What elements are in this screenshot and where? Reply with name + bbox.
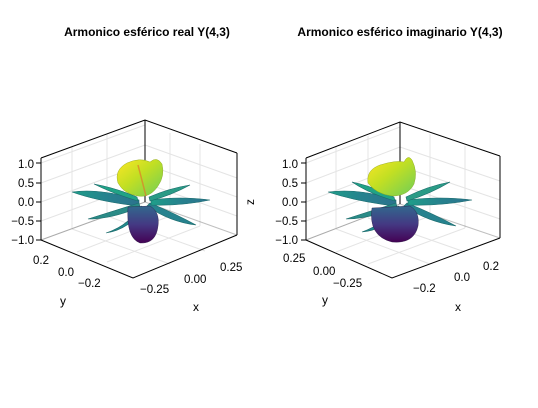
- petal-real-6: [148, 184, 191, 202]
- z-tick-label: −0.5: [275, 216, 298, 228]
- z-tick-label: 0.0: [282, 197, 298, 209]
- chart-real-z-ticks: 1.0 0.5 0.0 −0.5 −1.0: [11, 159, 41, 247]
- chart-imag-y-ticks: 0.25 0.00 −0.25 y: [283, 253, 362, 307]
- lobe-imag-bottom: [371, 205, 419, 243]
- y-tick-label: 0.25: [283, 253, 305, 265]
- chart-imag-title: Armonico esférico imaginario Y(4,3): [297, 25, 502, 39]
- chart-imag-z-ticks: 1.0 0.5 0.0 −0.5 −1.0 z: [243, 159, 306, 247]
- z-tick-label: 0.5: [18, 178, 34, 190]
- petal-imag-1: [327, 190, 397, 207]
- z-tick-label: 0.5: [282, 178, 298, 190]
- x-tick-label: 0.00: [184, 274, 206, 286]
- chart-real: Armonico esférico real Y(4,3): [11, 25, 242, 314]
- chart-real-y-ticks: 0.2 0.0 −0.2 y: [33, 255, 101, 308]
- y-axis-label: y: [322, 293, 328, 307]
- chart-real-surface: [71, 159, 211, 244]
- petal-real-5: [150, 197, 211, 206]
- z-tick-label: −1.0: [11, 235, 34, 247]
- petal-imag-5: [407, 197, 473, 206]
- y-tick-label: −0.2: [78, 278, 101, 290]
- lobe-imag-top: [367, 157, 416, 197]
- y-axis-label: y: [60, 294, 66, 308]
- chart-imag-x-ticks: 0.2 0.0 −0.2 x: [413, 261, 499, 314]
- petal-real-4: [146, 202, 197, 226]
- petal-imag-4: [403, 202, 457, 227]
- chart-imag-gridlines: [305, 126, 501, 265]
- z-tick-label: 1.0: [18, 159, 34, 171]
- chart-imag-frame: [305, 121, 501, 279]
- chart-real-title: Armonico esférico real Y(4,3): [64, 25, 230, 39]
- z-axis-label: z: [243, 199, 257, 205]
- x-axis-label: x: [455, 300, 461, 314]
- x-tick-label: −0.25: [140, 284, 169, 296]
- petal-real-7: [93, 183, 139, 202]
- z-tick-label: 1.0: [282, 159, 298, 171]
- chart-imag-surface: [327, 157, 473, 243]
- x-axis-label: x: [193, 300, 199, 314]
- x-tick-label: 0.2: [483, 261, 499, 273]
- x-tick-label: −0.2: [413, 283, 436, 295]
- y-tick-label: −0.25: [333, 278, 362, 290]
- lobe-real-bottom: [127, 205, 159, 244]
- x-tick-label: 0.25: [220, 262, 242, 274]
- x-tick-label: 0.0: [454, 272, 470, 284]
- z-tick-label: 0.0: [18, 197, 34, 209]
- z-tick-label: −0.5: [11, 216, 34, 228]
- chart-real-frame: [40, 119, 238, 279]
- petal-real-1: [71, 190, 140, 207]
- chart-imag: Armonico esférico imaginario Y(4,3): [243, 25, 503, 314]
- lobe-real-top: [116, 159, 164, 197]
- chart-real-x-ticks: 0.25 0.00 −0.25 x: [140, 262, 242, 314]
- y-tick-label: 0.2: [33, 255, 49, 267]
- y-tick-label: 0.00: [313, 266, 335, 278]
- y-tick-label: 0.0: [58, 267, 74, 279]
- petal-imag-6: [405, 181, 451, 202]
- z-tick-label: −1.0: [275, 235, 298, 247]
